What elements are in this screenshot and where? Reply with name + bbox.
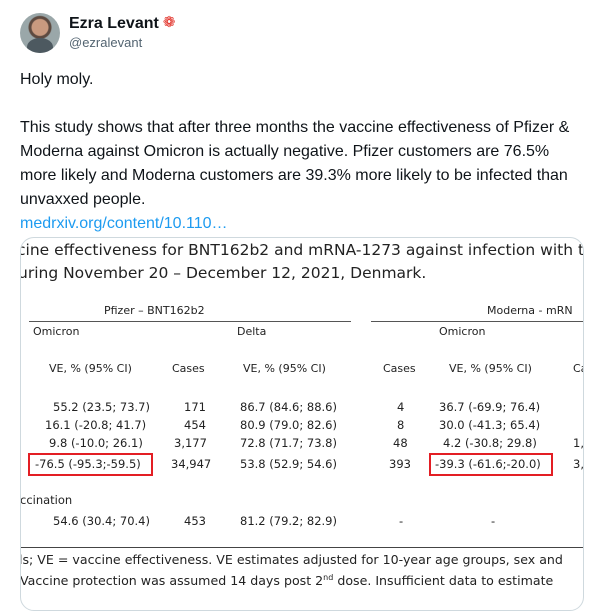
sub-delta: Delta bbox=[237, 325, 267, 338]
sub-omicron: Omicron bbox=[33, 325, 80, 338]
tweet-text: Holy moly. This study shows that after t… bbox=[20, 68, 585, 236]
tweet-link[interactable]: medrxiv.org/content/10.110… bbox=[20, 215, 228, 232]
cell-truncated: 1, bbox=[573, 436, 583, 450]
cell-cases: 453 bbox=[184, 514, 206, 528]
cell-ve-moderna: -39.3 (-61.6;-20.0) bbox=[435, 457, 541, 471]
footnote-line2: Vaccine protection was assumed 14 days p… bbox=[21, 573, 553, 588]
cell-ve-delta: 80.9 (79.0; 82.6) bbox=[240, 418, 337, 432]
cell-cases: 3,177 bbox=[174, 436, 207, 450]
cell-ve-omicron: 9.8 (-10.0; 26.1) bbox=[49, 436, 143, 450]
tweet-header: Ezra Levant ❁ @ezralevant bbox=[20, 12, 580, 56]
table-screenshot: cine effectiveness for BNT162b2 and mRNA… bbox=[21, 238, 583, 610]
cell-cases-moderna: 4 bbox=[397, 400, 405, 414]
col-cases-omicron: Cases bbox=[172, 362, 205, 375]
group-moderna: Moderna - mRN bbox=[487, 304, 573, 317]
footnote-superscript: nd bbox=[323, 573, 334, 582]
table-row: 9.8 (-10.0; 26.1) 3,177 72.8 (71.7; 73.8… bbox=[21, 436, 583, 454]
col-ve-moderna: VE, % (95% CI) bbox=[449, 362, 532, 375]
table-title-line1: cine effectiveness for BNT162b2 and mRNA… bbox=[21, 241, 583, 259]
cell-ve-omicron: 16.1 (-20.8; 41.7) bbox=[45, 418, 147, 432]
cell-ve-moderna: - bbox=[491, 514, 496, 528]
cell-cases: 34,947 bbox=[171, 457, 212, 471]
footnote-text: dose. Insufficient data to estimate bbox=[333, 573, 554, 588]
cell-ve-delta: 86.7 (84.6; 88.6) bbox=[240, 400, 337, 414]
cell-truncated: 3, bbox=[573, 457, 583, 471]
cell-ve-delta: 72.8 (71.7; 73.8) bbox=[240, 436, 337, 450]
group-underline-moderna bbox=[371, 321, 583, 322]
col-cases-moderna: Cases bbox=[383, 362, 416, 375]
col-ve-delta: VE, % (95% CI) bbox=[243, 362, 326, 375]
cell-ve-omicron: -76.5 (-95.3;-59.5) bbox=[35, 457, 141, 471]
author-handle[interactable]: @ezralevant bbox=[69, 35, 143, 50]
table-bottom-rule bbox=[21, 547, 583, 548]
cell-ve-omicron: 54.6 (30.4; 70.4) bbox=[53, 514, 150, 528]
author-name[interactable]: Ezra Levant bbox=[69, 15, 159, 32]
table-row: -76.5 (-95.3;-59.5) 34,947 53.8 (52.9; 5… bbox=[21, 457, 583, 475]
cell-ve-moderna: 4.2 (-30.8; 29.8) bbox=[443, 436, 537, 450]
table-row: 55.2 (23.5; 73.7) 171 86.7 (84.6; 88.6) … bbox=[21, 400, 583, 418]
avatar[interactable] bbox=[20, 13, 60, 53]
cell-cases: 171 bbox=[184, 400, 206, 414]
table-title-line2: uring November 20 – December 12, 2021, D… bbox=[21, 264, 427, 282]
table-row: 16.1 (-20.8; 41.7) 454 80.9 (79.0; 82.6)… bbox=[21, 418, 583, 436]
cell-ve-moderna: 30.0 (-41.3; 65.4) bbox=[439, 418, 541, 432]
highlight-box-pfizer bbox=[28, 453, 153, 476]
tweet-body: This study shows that after three months… bbox=[20, 119, 570, 208]
group-pfizer: Pfizer – BNT162b2 bbox=[104, 304, 205, 317]
section-label: ccination bbox=[21, 493, 73, 507]
footnote-line1: ls; VE = vaccine effectiveness. VE estim… bbox=[21, 552, 563, 567]
col-ve-omicron: VE, % (95% CI) bbox=[49, 362, 132, 375]
highlight-box-moderna bbox=[429, 453, 553, 476]
footnote-text: Vaccine protection was assumed 14 days p… bbox=[21, 573, 324, 588]
cell-cases-moderna: 393 bbox=[389, 457, 411, 471]
cell-ve-delta: 81.2 (79.2; 82.9) bbox=[240, 514, 337, 528]
cell-cases-moderna: - bbox=[399, 514, 404, 528]
table-row: 54.6 (30.4; 70.4) 453 81.2 (79.2; 82.9) … bbox=[21, 514, 583, 532]
group-underline-pfizer bbox=[29, 321, 351, 322]
cell-ve-omicron: 55.2 (23.5; 73.7) bbox=[53, 400, 150, 414]
cell-ve-delta: 53.8 (52.9; 54.6) bbox=[240, 457, 337, 471]
sub-omicron-moderna: Omicron bbox=[439, 325, 486, 338]
cell-cases-moderna: 8 bbox=[397, 418, 405, 432]
attached-image[interactable]: cine effectiveness for BNT162b2 and mRNA… bbox=[20, 237, 584, 611]
col-truncated: Ca bbox=[573, 362, 583, 375]
author-name-row[interactable]: Ezra Levant ❁ bbox=[69, 13, 175, 33]
cell-cases: 454 bbox=[184, 418, 206, 432]
tweet-line: Holy moly. bbox=[20, 71, 94, 88]
cell-ve-moderna: 36.7 (-69.9; 76.4) bbox=[439, 400, 541, 414]
cell-cases-moderna: 48 bbox=[393, 436, 408, 450]
canada-maple-leaf-icon: ❁ bbox=[162, 14, 176, 31]
